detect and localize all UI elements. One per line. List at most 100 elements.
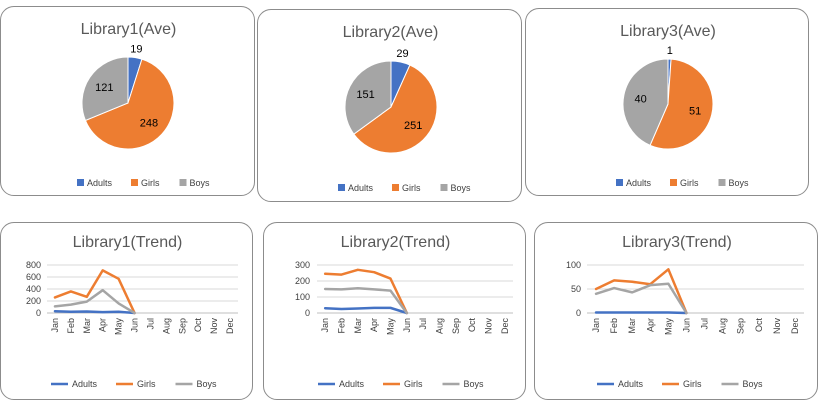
series-line-girls bbox=[53, 269, 136, 315]
y-tick-label: 100 bbox=[295, 292, 310, 302]
x-tick-label: Mar bbox=[353, 318, 363, 334]
legend-swatch-boys bbox=[440, 184, 448, 191]
x-tick-label: Sep bbox=[177, 318, 187, 334]
pie-slice-boys bbox=[344, 60, 392, 135]
data-label-adults: 29 bbox=[396, 48, 408, 60]
x-tick-label: Nov bbox=[772, 318, 782, 335]
x-tick-label: Jul bbox=[700, 318, 710, 330]
x-tick-label: Dec bbox=[500, 318, 510, 335]
x-tick-label: Sep bbox=[736, 318, 746, 334]
y-tick-label: 0 bbox=[305, 308, 310, 318]
legend-label-girls: Girls bbox=[402, 183, 421, 193]
x-tick-label: Sep bbox=[451, 318, 461, 334]
x-tick-label: Aug bbox=[161, 318, 171, 334]
data-label-boys: 151 bbox=[356, 89, 374, 101]
x-tick-label: Feb bbox=[66, 318, 76, 334]
legend-label-adults: Adults bbox=[87, 178, 113, 188]
legend-swatch-girls bbox=[670, 179, 677, 186]
legend-label-boys: Boys bbox=[197, 379, 218, 389]
data-label-girls: 51 bbox=[689, 106, 701, 118]
y-tick-label: 100 bbox=[566, 260, 581, 270]
legend-label-boys: Boys bbox=[729, 178, 750, 188]
legend-label-girls: Girls bbox=[404, 379, 423, 389]
chart-title: Library2(Ave) bbox=[343, 24, 439, 41]
pie-slice-boys bbox=[81, 56, 129, 122]
legend-swatch-girls bbox=[392, 184, 399, 191]
legend-label-boys: Boys bbox=[743, 379, 764, 389]
y-tick-label: 600 bbox=[26, 272, 41, 282]
x-tick-label: May bbox=[114, 318, 124, 336]
line-chart-library1: Library1(Trend) 0 200 400 600 800 Jan Feb Mar Apr… bbox=[26, 234, 238, 389]
legend-swatch-adults bbox=[616, 179, 623, 186]
legend-label-girls: Girls bbox=[137, 379, 156, 389]
x-tick-label: Jan bbox=[320, 318, 330, 333]
data-label-girls: 248 bbox=[140, 117, 158, 129]
chart-title: Library3(Ave) bbox=[620, 23, 716, 40]
series-line-adults bbox=[53, 309, 136, 315]
line-card-library1: Library1(Trend) 0 200 400 600 800 Jan Feb Mar Apr… bbox=[0, 222, 253, 400]
x-tick-label: Nov bbox=[484, 318, 494, 335]
chart-title: Library1(Trend) bbox=[73, 234, 183, 251]
legend-label-adults: Adults bbox=[348, 183, 374, 193]
y-tick-label: 800 bbox=[26, 260, 41, 270]
pie-slice-girls bbox=[353, 64, 438, 154]
data-label-boys: 121 bbox=[95, 82, 113, 94]
legend-label-girls: Girls bbox=[683, 379, 702, 389]
x-tick-label: Apr bbox=[98, 318, 108, 332]
legend-label-adults: Adults bbox=[339, 379, 365, 389]
series-line-boys bbox=[323, 286, 409, 315]
data-label-boys: 40 bbox=[635, 93, 647, 105]
series-line-girls bbox=[594, 268, 688, 315]
x-tick-label: Feb bbox=[337, 318, 347, 334]
pie-chart-library2: Library2(Ave) 29 251 151 Adults Girls Boys bbox=[338, 24, 472, 193]
y-tick-label: 200 bbox=[26, 296, 41, 306]
line-chart-library2: Library2(Trend) 0 100 200 300 Jan Feb Mar Apr May… bbox=[295, 234, 513, 389]
legend-swatch-adults bbox=[77, 179, 84, 186]
x-tick-label: Mar bbox=[82, 318, 92, 334]
pie-card-library1: Library1(Ave) 19 248 121 Adults Girls Boys bbox=[0, 6, 255, 196]
y-tick-label: 0 bbox=[36, 308, 41, 318]
data-label-adults: 19 bbox=[130, 44, 142, 56]
chart-title: Library2(Trend) bbox=[341, 234, 451, 251]
data-label-girls: 251 bbox=[404, 120, 422, 132]
x-tick-label: Nov bbox=[209, 318, 219, 335]
legend-label-adults: Adults bbox=[72, 379, 98, 389]
pie-card-library3: Library3(Ave) 1 51 40 Adults Girls Boys bbox=[525, 8, 809, 196]
legend-label-boys: Boys bbox=[464, 379, 485, 389]
x-tick-label: Jun bbox=[402, 318, 412, 333]
y-tick-label: 200 bbox=[295, 276, 310, 286]
x-tick-label: Jul bbox=[418, 318, 428, 330]
x-tick-label: Oct bbox=[467, 318, 477, 333]
x-tick-label: May bbox=[663, 318, 673, 336]
x-tick-label: Jan bbox=[50, 318, 60, 333]
x-tick-label: Feb bbox=[609, 318, 619, 334]
x-tick-label: May bbox=[386, 318, 396, 336]
data-label-adults: 1 bbox=[667, 45, 673, 57]
x-tick-label: Aug bbox=[718, 318, 728, 334]
x-tick-label: Jun bbox=[681, 318, 691, 333]
legend-swatch-adults bbox=[338, 184, 345, 191]
pie-chart-library3: Library3(Ave) 1 51 40 Adults Girls Boys bbox=[616, 23, 750, 188]
pie-slice-girls bbox=[84, 58, 175, 150]
x-tick-label: Apr bbox=[369, 318, 379, 332]
series-line-boys bbox=[594, 282, 688, 315]
legend-label-boys: Boys bbox=[190, 178, 211, 188]
x-tick-label: Oct bbox=[754, 318, 764, 333]
legend-swatch-boys bbox=[718, 179, 726, 186]
x-tick-label: Mar bbox=[627, 318, 637, 334]
x-tick-label: Aug bbox=[435, 318, 445, 334]
legend-label-girls: Girls bbox=[141, 178, 160, 188]
y-tick-label: 50 bbox=[571, 284, 581, 294]
line-card-library3: Library3(Trend) 0 50 100 Jan Feb Mar Apr May Jun J… bbox=[534, 222, 818, 400]
pie-slice-girls bbox=[649, 58, 714, 150]
x-tick-label: Dec bbox=[790, 318, 800, 335]
pie-slice-boys bbox=[622, 58, 669, 146]
x-tick-label: Oct bbox=[193, 318, 203, 333]
legend-swatch-girls bbox=[131, 179, 138, 186]
pie-chart-library1: Library1(Ave) 19 248 121 Adults Girls Boys bbox=[77, 21, 211, 188]
x-tick-label: Jan bbox=[591, 318, 601, 333]
legend-label-adults: Adults bbox=[626, 178, 652, 188]
legend-label-boys: Boys bbox=[451, 183, 472, 193]
x-tick-label: Jun bbox=[130, 318, 140, 333]
line-chart-library3: Library3(Trend) 0 50 100 Jan Feb Mar Apr May Jun J… bbox=[566, 234, 804, 389]
